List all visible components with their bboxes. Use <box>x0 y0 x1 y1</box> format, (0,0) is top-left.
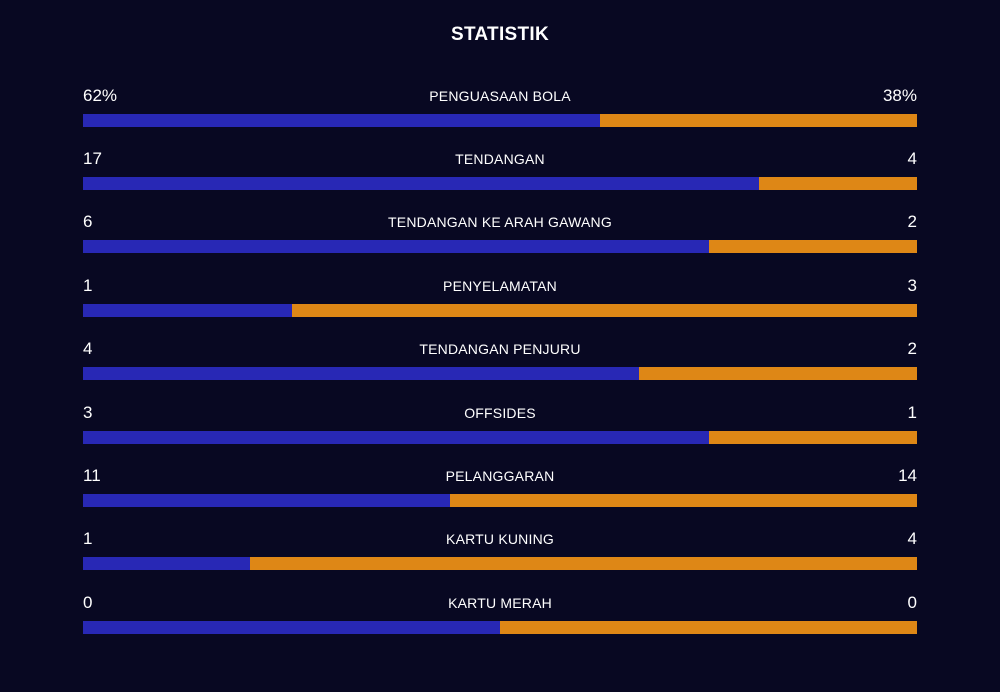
away-value: 14 <box>898 466 917 485</box>
home-bar-fill <box>83 494 450 507</box>
away-bar-fill <box>500 621 917 634</box>
home-bar-fill <box>83 304 292 317</box>
away-bar-fill <box>708 240 917 253</box>
comparison-bar <box>83 114 917 127</box>
home-value: 3 <box>83 403 93 422</box>
comparison-bar <box>83 494 917 507</box>
away-value: 2 <box>907 212 917 231</box>
away-value: 2 <box>907 339 917 358</box>
away-bar-fill <box>708 431 917 444</box>
home-value: 6 <box>83 212 93 231</box>
home-bar-fill <box>83 621 500 634</box>
away-value: 38% <box>882 86 917 105</box>
stat-row-shots-on-target: 6 TENDANGAN KE ARAH GAWANG 2 <box>83 211 917 265</box>
home-bar-fill <box>83 367 640 380</box>
stat-label: PENYELAMATAN <box>443 278 557 294</box>
comparison-bar <box>83 304 917 317</box>
home-bar-fill <box>83 177 759 190</box>
stat-row-possession: 62% PENGUASAAN BOLA 38% <box>83 85 917 139</box>
home-bar-fill <box>83 557 250 570</box>
stat-row-fouls: 11 PELANGGARAN 14 <box>83 465 917 519</box>
comparison-bar <box>83 240 917 253</box>
stat-label: KARTU KUNING <box>446 531 554 547</box>
stat-row-shots: 17 TENDANGAN 4 <box>83 148 917 202</box>
stat-row-saves: 1 PENYELAMATAN 3 <box>83 275 917 329</box>
stat-row-corners: 4 TENDANGAN PENJURU 2 <box>83 338 917 392</box>
comparison-bar <box>83 557 917 570</box>
away-bar-fill <box>291 304 917 317</box>
home-value: 62% <box>83 86 118 105</box>
stats-title: STATISTIK <box>450 24 550 45</box>
away-bar-fill <box>249 557 917 570</box>
comparison-bar <box>83 177 917 190</box>
away-bar-fill <box>639 367 917 380</box>
away-bar-fill <box>758 177 917 190</box>
away-bar-fill <box>600 114 917 127</box>
away-bar-fill <box>449 494 917 507</box>
stat-label: TENDANGAN PENJURU <box>419 341 581 357</box>
home-value: 1 <box>83 276 93 295</box>
stat-label: OFFSIDES <box>464 405 536 421</box>
stat-label: PELANGGARAN <box>445 468 555 484</box>
comparison-bar <box>83 431 917 444</box>
home-bar-fill <box>83 240 709 253</box>
home-bar-fill <box>83 431 709 444</box>
stat-row-yellow-cards: 1 KARTU KUNING 4 <box>83 528 917 582</box>
away-value: 0 <box>907 593 917 612</box>
stat-label: TENDANGAN <box>455 151 545 167</box>
home-value: 11 <box>83 466 101 485</box>
stat-label: KARTU MERAH <box>448 595 552 611</box>
away-value: 4 <box>907 149 917 168</box>
home-value: 0 <box>83 593 93 612</box>
comparison-bar <box>83 621 917 634</box>
away-value: 3 <box>907 276 917 295</box>
home-value: 1 <box>83 529 93 548</box>
comparison-bar <box>83 367 917 380</box>
stat-label: PENGUASAAN BOLA <box>429 88 571 104</box>
away-value: 1 <box>907 403 917 422</box>
stat-row-offsides: 3 OFFSIDES 1 <box>83 402 917 456</box>
home-bar-fill <box>83 114 601 127</box>
home-value: 17 <box>83 149 102 168</box>
away-value: 4 <box>907 529 917 548</box>
stat-label: TENDANGAN KE ARAH GAWANG <box>388 214 612 230</box>
stat-row-red-cards: 0 KARTU MERAH 0 <box>83 592 917 646</box>
home-value: 4 <box>83 339 93 358</box>
